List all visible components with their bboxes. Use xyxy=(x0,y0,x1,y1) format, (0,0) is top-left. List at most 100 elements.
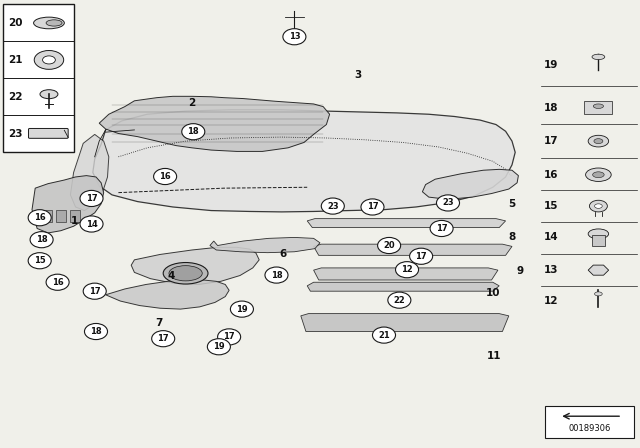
Bar xyxy=(56,210,66,222)
Text: 17: 17 xyxy=(86,194,97,203)
Text: 4: 4 xyxy=(168,271,175,281)
Text: 19: 19 xyxy=(236,305,248,314)
Text: 00189306: 00189306 xyxy=(568,424,611,433)
Text: 17: 17 xyxy=(436,224,447,233)
Text: 19: 19 xyxy=(544,60,558,70)
Circle shape xyxy=(388,292,411,308)
Ellipse shape xyxy=(40,90,58,99)
Text: 23: 23 xyxy=(442,198,454,207)
Polygon shape xyxy=(422,169,518,199)
Text: 17: 17 xyxy=(544,136,559,146)
Ellipse shape xyxy=(595,204,602,208)
Ellipse shape xyxy=(595,292,602,296)
Ellipse shape xyxy=(586,168,611,181)
Bar xyxy=(42,210,52,222)
Text: 18: 18 xyxy=(188,127,199,136)
Polygon shape xyxy=(131,247,259,284)
Ellipse shape xyxy=(594,138,603,143)
Ellipse shape xyxy=(593,172,604,177)
Text: 17: 17 xyxy=(89,287,100,296)
Text: 20: 20 xyxy=(383,241,395,250)
Text: 16: 16 xyxy=(544,170,559,180)
Circle shape xyxy=(152,331,175,347)
Text: 17: 17 xyxy=(367,202,378,211)
Text: 17: 17 xyxy=(415,252,427,261)
Ellipse shape xyxy=(43,56,56,64)
Ellipse shape xyxy=(163,263,208,284)
Ellipse shape xyxy=(593,104,604,108)
Polygon shape xyxy=(106,280,229,309)
FancyBboxPatch shape xyxy=(29,129,68,138)
Circle shape xyxy=(396,262,419,278)
Bar xyxy=(545,406,634,438)
Ellipse shape xyxy=(34,17,65,29)
Text: 18: 18 xyxy=(90,327,102,336)
Circle shape xyxy=(265,267,288,283)
Text: 5: 5 xyxy=(508,199,516,209)
Text: 8: 8 xyxy=(508,233,516,242)
Circle shape xyxy=(372,327,396,343)
Polygon shape xyxy=(210,237,320,253)
Circle shape xyxy=(283,29,306,45)
Text: 20: 20 xyxy=(8,18,23,28)
Text: 2: 2 xyxy=(188,98,196,108)
Polygon shape xyxy=(32,176,104,233)
Ellipse shape xyxy=(588,135,609,147)
Text: 18: 18 xyxy=(544,103,559,112)
Text: 9: 9 xyxy=(516,267,524,276)
Circle shape xyxy=(207,339,230,355)
Ellipse shape xyxy=(588,229,609,239)
Text: 23: 23 xyxy=(327,202,339,211)
Text: 15: 15 xyxy=(34,256,45,265)
Circle shape xyxy=(154,168,177,185)
Text: 19: 19 xyxy=(213,342,225,351)
Bar xyxy=(70,210,80,222)
Text: 14: 14 xyxy=(544,233,559,242)
Circle shape xyxy=(28,253,51,269)
Text: 16: 16 xyxy=(52,278,63,287)
Circle shape xyxy=(30,232,53,248)
Circle shape xyxy=(84,323,108,340)
Text: 17: 17 xyxy=(223,332,235,341)
Text: 16: 16 xyxy=(34,213,45,222)
Text: 1: 1 xyxy=(71,216,79,226)
Bar xyxy=(592,235,605,246)
Circle shape xyxy=(182,124,205,140)
Text: 17: 17 xyxy=(157,334,169,343)
Circle shape xyxy=(80,190,103,207)
Circle shape xyxy=(83,283,106,299)
Bar xyxy=(584,101,612,114)
Circle shape xyxy=(436,195,460,211)
Ellipse shape xyxy=(169,266,202,281)
Text: 6: 6 xyxy=(279,249,287,259)
Circle shape xyxy=(218,329,241,345)
Circle shape xyxy=(46,274,69,290)
Polygon shape xyxy=(307,282,499,291)
Text: 13: 13 xyxy=(544,265,559,275)
Polygon shape xyxy=(314,244,512,255)
Polygon shape xyxy=(307,219,506,228)
Text: 13: 13 xyxy=(289,32,300,41)
Text: 23: 23 xyxy=(8,129,23,139)
Circle shape xyxy=(230,301,253,317)
Text: 21: 21 xyxy=(378,331,390,340)
Ellipse shape xyxy=(35,51,64,69)
Circle shape xyxy=(410,248,433,264)
Text: 12: 12 xyxy=(544,296,559,306)
Circle shape xyxy=(361,199,384,215)
Polygon shape xyxy=(588,265,609,275)
Ellipse shape xyxy=(592,54,605,60)
Polygon shape xyxy=(99,96,330,151)
Polygon shape xyxy=(301,314,509,332)
Circle shape xyxy=(430,220,453,237)
Text: 14: 14 xyxy=(86,220,97,228)
Text: 18: 18 xyxy=(271,271,282,280)
Text: 12: 12 xyxy=(401,265,413,274)
Text: 15: 15 xyxy=(544,201,559,211)
Ellipse shape xyxy=(46,20,62,26)
Text: 22: 22 xyxy=(8,92,23,102)
Ellipse shape xyxy=(589,200,607,212)
Circle shape xyxy=(80,216,103,232)
Polygon shape xyxy=(314,268,498,280)
Text: 10: 10 xyxy=(486,289,500,298)
